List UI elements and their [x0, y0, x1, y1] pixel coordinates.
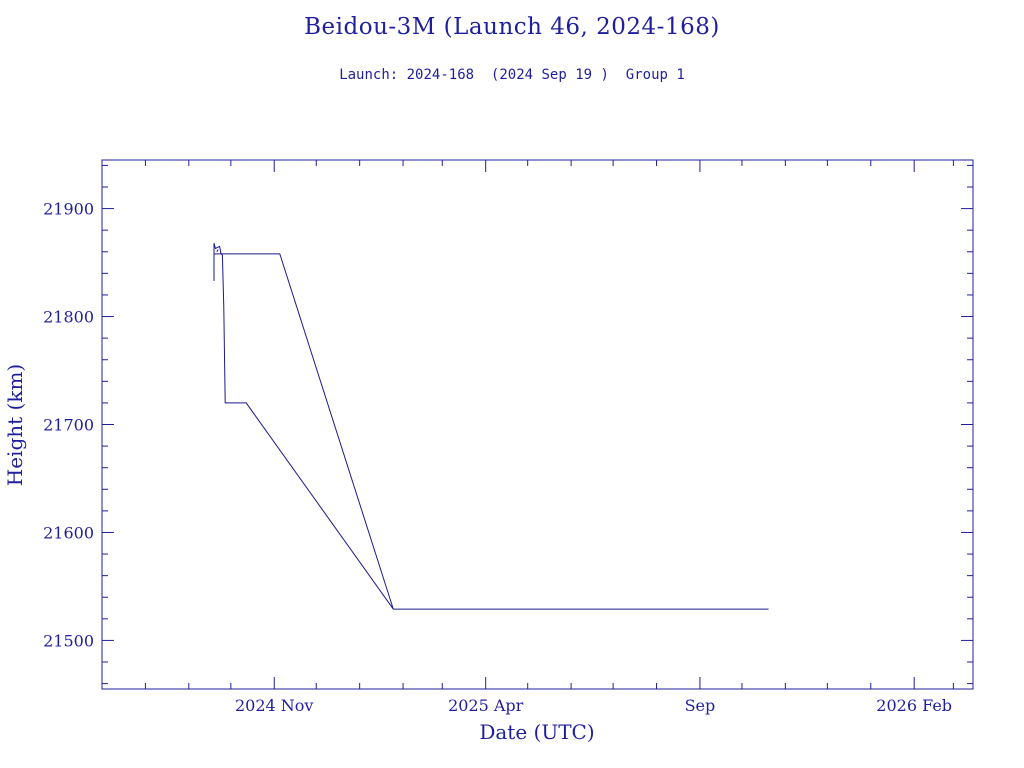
y-tick-label: 21700	[43, 416, 94, 435]
x-tick-label: 2026 Feb	[876, 696, 952, 715]
x-tick-label: 2024 Nov	[235, 696, 313, 715]
y-tick-label: 21500	[43, 631, 94, 650]
x-tick-label: Sep	[685, 696, 716, 715]
x-axis-label: Date (UTC)	[479, 720, 594, 744]
series-line-1	[213, 242, 769, 610]
x-tick-label: 2025 Apr	[448, 696, 524, 715]
y-tick-label: 21900	[43, 200, 94, 219]
chart-marks	[213, 242, 769, 610]
chart-title: Beidou-3M (Launch 46, 2024-168)	[304, 14, 720, 40]
plot-frame	[101, 159, 974, 690]
chart-axes: 21500 21600 21700 21800 21900 2024 Nov 2025 Ap…	[43, 160, 973, 715]
y-tick-label: 21800	[43, 308, 94, 327]
y-axis-label: Height (km)	[3, 364, 27, 486]
series-line-3	[216, 249, 219, 253]
chart-subtitle: Launch: 2024-168 (2024 Sep 19 ) Group 1	[339, 67, 685, 83]
y-tick-label: 21600	[43, 523, 94, 542]
series-line-2	[214, 253, 394, 610]
